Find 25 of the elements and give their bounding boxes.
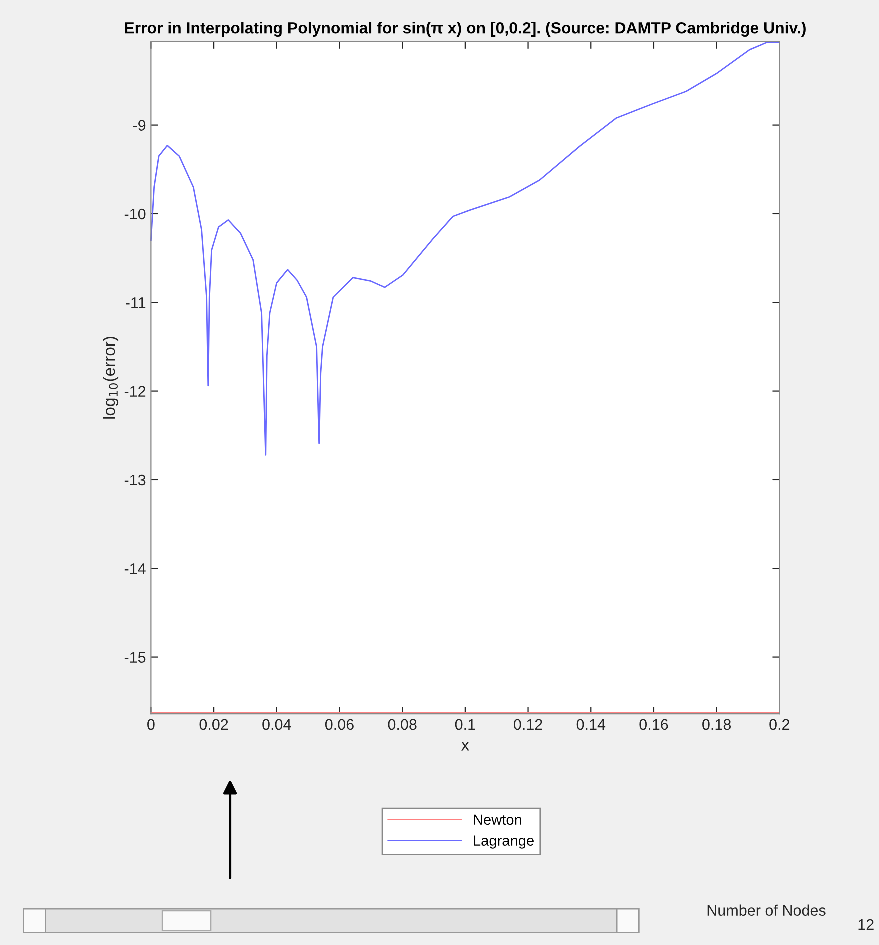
y-tick-label: -10 — [124, 208, 146, 220]
x-axis-title: x — [461, 742, 470, 751]
x-tick-label: 0.2 — [770, 719, 790, 730]
x-tick-label: 0.18 — [702, 719, 732, 730]
chart-title: Error in Interpolating Polynomial for sin(π x) on [0,0.2]. (Source: DAMTP Cambridge Univ.) — [125, 22, 806, 38]
y-axis-title: log$_{10}$(error) — [103, 337, 119, 419]
x-tick-label: 0.04 — [262, 719, 292, 730]
x-tick-label: 0.16 — [640, 719, 668, 730]
text: Number of Nodes — [708, 904, 826, 916]
x-tick-label: 0.14 — [576, 719, 606, 730]
x-tick-label: 0.06 — [325, 719, 354, 730]
y-tick-label: -11 — [126, 298, 146, 308]
x-tick-label: 0.02 — [200, 719, 228, 730]
x-tick-label: 0 — [148, 719, 155, 730]
x-tick-label: 0.1 — [455, 719, 476, 730]
legend-label: Newton — [474, 814, 522, 826]
y-tick-label: -15 — [124, 652, 146, 663]
y-tick-label: -9 — [133, 120, 146, 131]
x-tick-label: 0.08 — [388, 719, 417, 730]
y-tick-label: -14 — [124, 564, 146, 574]
y-tick-label: -12 — [124, 386, 146, 397]
x-tick-label: 0.12 — [514, 719, 542, 730]
text: 12 — [858, 919, 874, 930]
legend-label: Lagrange — [474, 836, 534, 849]
y-tick-label: -13 — [124, 474, 146, 486]
